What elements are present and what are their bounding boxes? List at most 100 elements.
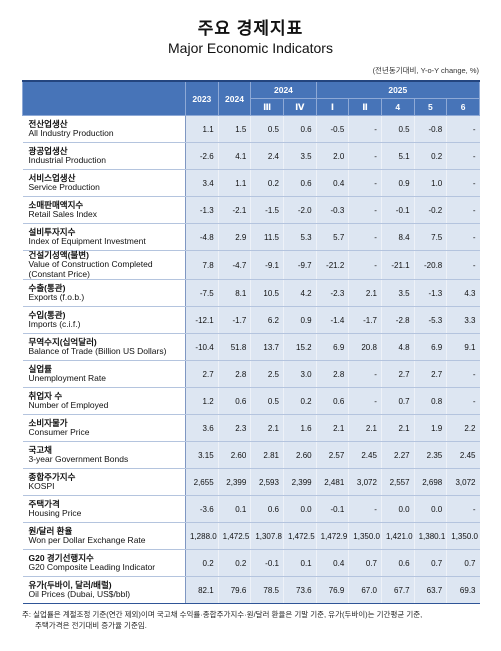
period-header: 2024: [250, 80, 317, 99]
label-en: Oil Prices (Dubai, US$/bbl): [28, 589, 131, 600]
value-cell: 0.4: [315, 549, 349, 578]
value-cell: 1,472.9: [315, 522, 349, 551]
year-header: 2023: [185, 80, 219, 116]
label-ko: 수출(통관): [28, 282, 66, 293]
value-cell: 0.2: [413, 142, 447, 170]
value-cell: 3,072: [348, 468, 382, 497]
label-en: Retail Sales Index: [28, 209, 98, 219]
sub-period-header: Ⅲ: [250, 98, 284, 116]
value-cell: -21.2: [315, 250, 349, 281]
data-row: 수출(통관) Exports (f.o.b.) -7.5 8.1 10.5 4.2 -2.3…: [22, 279, 480, 308]
value-cell: 2.1: [315, 414, 349, 443]
label-en: Balance of Trade (Billion US Dollars): [28, 346, 167, 357]
value-cell: -: [446, 115, 480, 143]
value-cell: 0.1: [217, 495, 251, 524]
value-cell: -0.5: [315, 115, 349, 143]
header-blank: [22, 80, 186, 116]
value-cell: 3.15: [185, 441, 219, 470]
value-cell: 0.5: [380, 115, 415, 143]
value-cell: 5.7: [315, 223, 349, 251]
value-cell: 2,655: [185, 468, 219, 497]
data-row: 유가(두바이, 달러/배럴) Oil Prices (Dubai, US$/bbl…: [22, 576, 480, 605]
value-cell: 2,557: [380, 468, 415, 497]
value-cell: -2.1: [217, 196, 251, 224]
label-ko: 원/달러 환율: [28, 525, 73, 536]
row-label: 전산업생산 All Industry Production: [22, 115, 186, 143]
value-cell: 5.1: [380, 142, 415, 170]
row-label: 수입(통관) Imports (c.i.f.): [22, 306, 186, 335]
value-cell: -0.3: [315, 196, 349, 224]
value-cell: 0.1: [282, 549, 317, 578]
sub-period-header: 5: [413, 98, 448, 116]
sub-period-header: Ⅳ: [282, 98, 317, 116]
value-cell: 3.6: [185, 414, 219, 443]
data-row: 수입(통관) Imports (c.i.f.) -12.1 -1.7 6.2 0.9 -1.…: [22, 306, 480, 335]
value-cell: -2.8: [380, 306, 415, 335]
value-cell: 2,593: [250, 468, 284, 497]
value-cell: -1.3: [413, 279, 447, 308]
value-cell: 2.8: [217, 360, 251, 389]
value-cell: -: [446, 387, 480, 416]
value-cell: -: [348, 196, 382, 224]
value-cell: 15.2: [282, 333, 317, 362]
value-cell: 7.8: [185, 250, 219, 281]
value-cell: 1,421.0: [380, 522, 415, 551]
value-cell: 2.1: [348, 279, 382, 308]
value-cell: 1.9: [413, 414, 447, 443]
value-cell: -1.7: [217, 306, 251, 335]
data-row: 주택가격 Housing Price -3.6 0.1 0.6 0.0 -0.1-0.0 0.…: [22, 495, 480, 524]
value-cell: -: [348, 250, 382, 281]
value-cell: 0.6: [217, 387, 251, 416]
value-cell: -: [348, 115, 382, 143]
value-cell: -20.8: [413, 250, 447, 281]
row-label: 국고채 3-year Government Bonds: [22, 441, 186, 470]
row-label: 원/달러 환율 Won per Dollar Exchange Rate: [22, 522, 186, 551]
value-cell: 1,307.8: [250, 522, 284, 551]
row-label: 취업자 수 Number of Employed: [22, 387, 186, 416]
value-cell: 6.9: [315, 333, 349, 362]
data-row: 서비스업생산 Service Production 3.4 1.1 0.2 0.6 0.4-…: [22, 169, 480, 197]
value-cell: 1.5: [217, 115, 251, 143]
value-cell: 2.60: [217, 441, 251, 470]
value-cell: -4.8: [185, 223, 219, 251]
label-en: Index of Equipment Investment: [28, 236, 146, 246]
value-cell: 1,350.0: [446, 522, 480, 551]
value-cell: 0.0: [413, 495, 447, 524]
value-cell: 67.0: [348, 576, 382, 605]
value-cell: 0.2: [282, 387, 317, 416]
value-cell: 0.2: [217, 549, 251, 578]
value-cell: 3.5: [380, 279, 415, 308]
value-cell: 0.7: [380, 387, 415, 416]
label-en: Service Production: [28, 182, 100, 192]
value-cell: 0.2: [250, 169, 284, 197]
value-cell: 0.0: [380, 495, 415, 524]
value-cell: 9.1: [446, 333, 480, 362]
value-cell: 2.5: [250, 360, 284, 389]
value-cell: 10.5: [250, 279, 284, 308]
label-ko: 수입(통관): [28, 309, 66, 320]
value-cell: 79.6: [217, 576, 251, 605]
value-cell: -4.7: [217, 250, 251, 281]
footnote: 주: 실업률은 계절조정 기준(연간 제외)이며 국고채 수익률·종합주가지수·…: [22, 610, 484, 632]
row-label: 광공업생산 Industrial Production: [22, 142, 186, 170]
value-cell: 8.1: [217, 279, 251, 308]
value-cell: 2.45: [348, 441, 382, 470]
label-en: Unemployment Rate: [28, 373, 106, 384]
data-row: 국고채 3-year Government Bonds 3.15 2.60 2.81 2.…: [22, 441, 480, 470]
value-cell: 67.7: [380, 576, 415, 605]
label-en: Industrial Production: [28, 155, 107, 165]
value-cell: -: [446, 142, 480, 170]
value-cell: 2,481: [315, 468, 349, 497]
value-cell: 2.4: [250, 142, 284, 170]
value-cell: 0.6: [282, 115, 317, 143]
value-cell: 3.5: [282, 142, 317, 170]
data-row: 종합주가지수 KOSPI 2,655 2,399 2,593 2,399 2,481 3,07…: [22, 468, 480, 497]
value-cell: 2.7: [185, 360, 219, 389]
year-header: 2024: [217, 80, 252, 116]
label-ko: 서비스업생산: [28, 172, 76, 183]
label-ko: 설비투자지수: [28, 226, 76, 237]
label-en: Won per Dollar Exchange Rate: [28, 535, 146, 546]
label-ko: 유가(두바이, 달러/배럴): [28, 579, 112, 590]
value-cell: 7.5: [413, 223, 447, 251]
row-label: 유가(두바이, 달러/배럴) Oil Prices (Dubai, US$/bbl…: [22, 576, 186, 605]
